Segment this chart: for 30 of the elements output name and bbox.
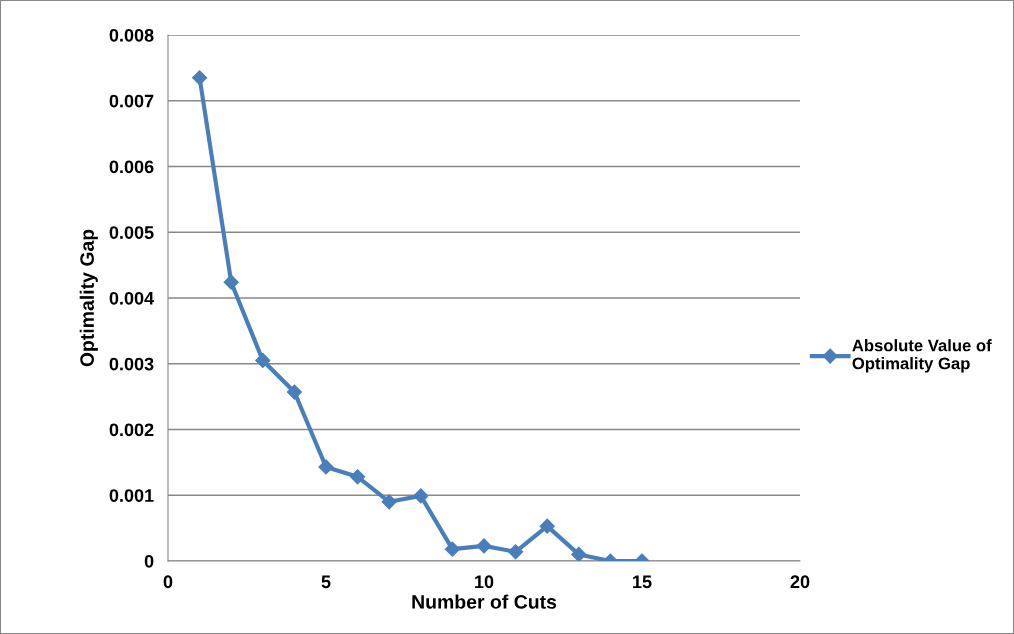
y-tick-label: 0.008 — [109, 28, 154, 42]
y-tick-label: 0.005 — [109, 226, 154, 239]
point — [223, 274, 239, 290]
y-tick-label: 0 — [144, 554, 154, 568]
y-tick-label: 0.004 — [109, 291, 155, 305]
x-tick-label: 20 — [790, 575, 810, 589]
point — [444, 541, 460, 557]
x-axis-title: Number of Cuts — [412, 594, 557, 609]
y-tick-label: 0.001 — [109, 489, 154, 502]
point — [381, 494, 397, 510]
point — [539, 518, 555, 534]
x-tick-label: 0 — [163, 575, 173, 589]
y-tick-label: 0.006 — [109, 160, 154, 174]
legend-label: Absolute Value of Optimality Gap — [852, 339, 992, 373]
y-tick-label: 0.002 — [109, 423, 154, 437]
point — [318, 459, 334, 475]
point — [571, 546, 587, 561]
y-tick-label: 0.007 — [109, 94, 154, 108]
point — [286, 384, 302, 400]
y-tick-label: 0.003 — [109, 357, 154, 371]
point — [350, 469, 366, 485]
x-tick-label: 15 — [633, 575, 652, 589]
x-tick-label: 5 — [321, 575, 331, 589]
point — [508, 544, 524, 560]
point — [255, 352, 271, 369]
point — [192, 70, 208, 86]
point — [413, 488, 429, 504]
y-axis-title: Optimality Gap — [79, 229, 98, 367]
point — [476, 538, 492, 554]
x-tick-label: 10 — [475, 575, 494, 589]
